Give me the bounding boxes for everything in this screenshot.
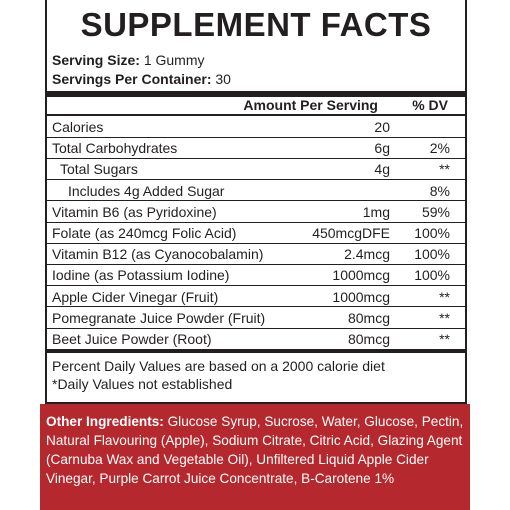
rule — [47, 285, 465, 287]
amount: 1000mcg — [332, 267, 390, 284]
daily-value: 8% — [429, 182, 450, 199]
serving-value: 1 Gummy — [143, 52, 205, 68]
ingredients-label: Other Ingredients: — [46, 414, 164, 429]
nutrient-name: Vitamin B6 (as Pyridoxine) — [52, 203, 217, 220]
nutrient-name: Vitamin B12 (as Cyanocobalamin) — [52, 246, 264, 263]
rule — [47, 179, 465, 181]
nutrient-name: Pomegranate Juice Powder (Fruit) — [52, 309, 266, 326]
facts-panel — [45, 0, 467, 404]
daily-value: ** — [439, 161, 450, 178]
title: SUPPLEMENT FACTS — [80, 6, 432, 43]
serving-line: Servings Per Container: 30 — [52, 70, 231, 88]
daily-value: 2% — [429, 140, 450, 157]
column-header: Amount Per Serving — [243, 97, 378, 113]
daily-value: ** — [439, 331, 450, 347]
column-header: % DV — [412, 97, 448, 113]
rule — [47, 327, 465, 329]
daily-value: 100% — [414, 225, 450, 241]
rule — [47, 242, 465, 244]
nutrient-name: Includes 4g Added Sugar — [68, 182, 225, 199]
nutrient-name: Iodine (as Potassium Iodine) — [52, 267, 230, 284]
daily-value: ** — [439, 309, 450, 326]
amount: 80mcg — [347, 309, 390, 326]
rule — [47, 263, 465, 265]
rule — [47, 114, 465, 116]
amount: 450mcgDFE — [312, 225, 390, 241]
rule — [47, 349, 465, 354]
serving-label: Serving Size: — [52, 52, 140, 68]
serving-value: 30 — [215, 71, 231, 87]
nutrient-name: Total Sugars — [60, 161, 138, 178]
nutrient-name: Apple Cider Vinegar (Fruit) — [52, 288, 219, 305]
nutrient-name: Folate (as 240mcg Folic Acid) — [52, 225, 237, 241]
amount: 2.4mcg — [344, 246, 390, 263]
footnote: *Daily Values not established — [52, 376, 233, 393]
rule — [47, 221, 465, 223]
rule — [47, 157, 465, 159]
ingredients-text: Glucose Syrup, Sucrose, Water, Glucose, … — [46, 414, 464, 486]
daily-value: 100% — [414, 267, 450, 284]
daily-value: 59% — [421, 203, 450, 220]
rule — [47, 306, 465, 308]
other-ingredients: Other Ingredients: Glucose Syrup, Sucros… — [46, 412, 466, 488]
amount: 80mcg — [347, 331, 390, 347]
nutrient-name: Total Carbohydrates — [52, 140, 178, 157]
amount: 20 — [374, 119, 390, 135]
rule — [47, 136, 465, 138]
daily-value: 100% — [414, 246, 450, 263]
nutrient-name: Calories — [52, 119, 104, 135]
rule — [47, 200, 465, 202]
amount: 1mg — [362, 203, 390, 220]
serving-label: Servings Per Container: — [52, 71, 212, 87]
amount: 1000mcg — [332, 288, 390, 305]
amount: 4g — [374, 161, 390, 178]
footnote: Percent Daily Values are based on a 2000… — [52, 358, 385, 375]
ingredients-panel — [40, 404, 470, 510]
nutrient-name: Beet Juice Powder (Root) — [52, 331, 212, 347]
amount: 6g — [374, 140, 390, 157]
serving-line: Serving Size: 1 Gummy — [52, 51, 205, 69]
rule — [47, 91, 465, 97]
daily-value: ** — [439, 288, 450, 305]
